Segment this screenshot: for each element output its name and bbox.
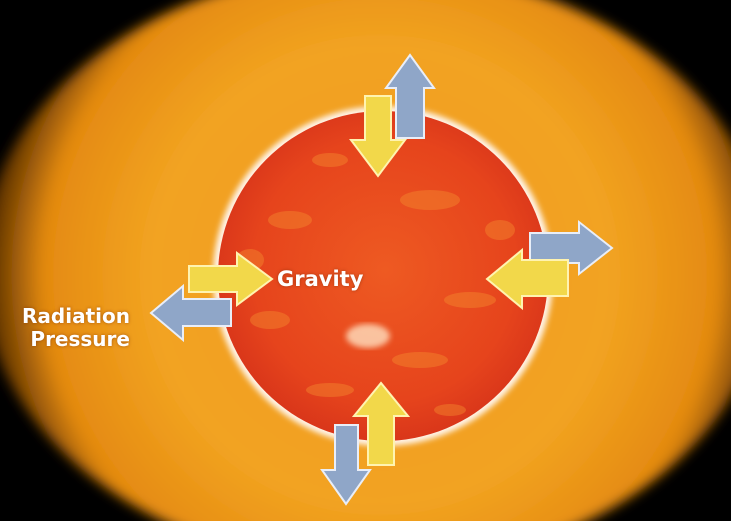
gravity-arrow-right (188, 251, 274, 307)
gravity-label: Gravity (277, 267, 364, 291)
radiation-pressure-label-line2: Pressure (30, 327, 130, 351)
radiation-pressure-label: Radiation Pressure (22, 305, 130, 351)
star-core (218, 111, 548, 441)
surface-granules (236, 153, 515, 416)
gravity-arrow-left (485, 247, 569, 311)
radiation-pressure-arrow-down (320, 424, 372, 506)
bright-spot (346, 324, 390, 348)
radiation-pressure-label-line1: Radiation (22, 304, 130, 328)
gravity-arrow-up (351, 381, 411, 466)
gravity-arrow-down (349, 95, 407, 178)
radiation-pressure-arrow-left (149, 283, 232, 343)
radiation-pressure-arrow-up (384, 53, 436, 139)
